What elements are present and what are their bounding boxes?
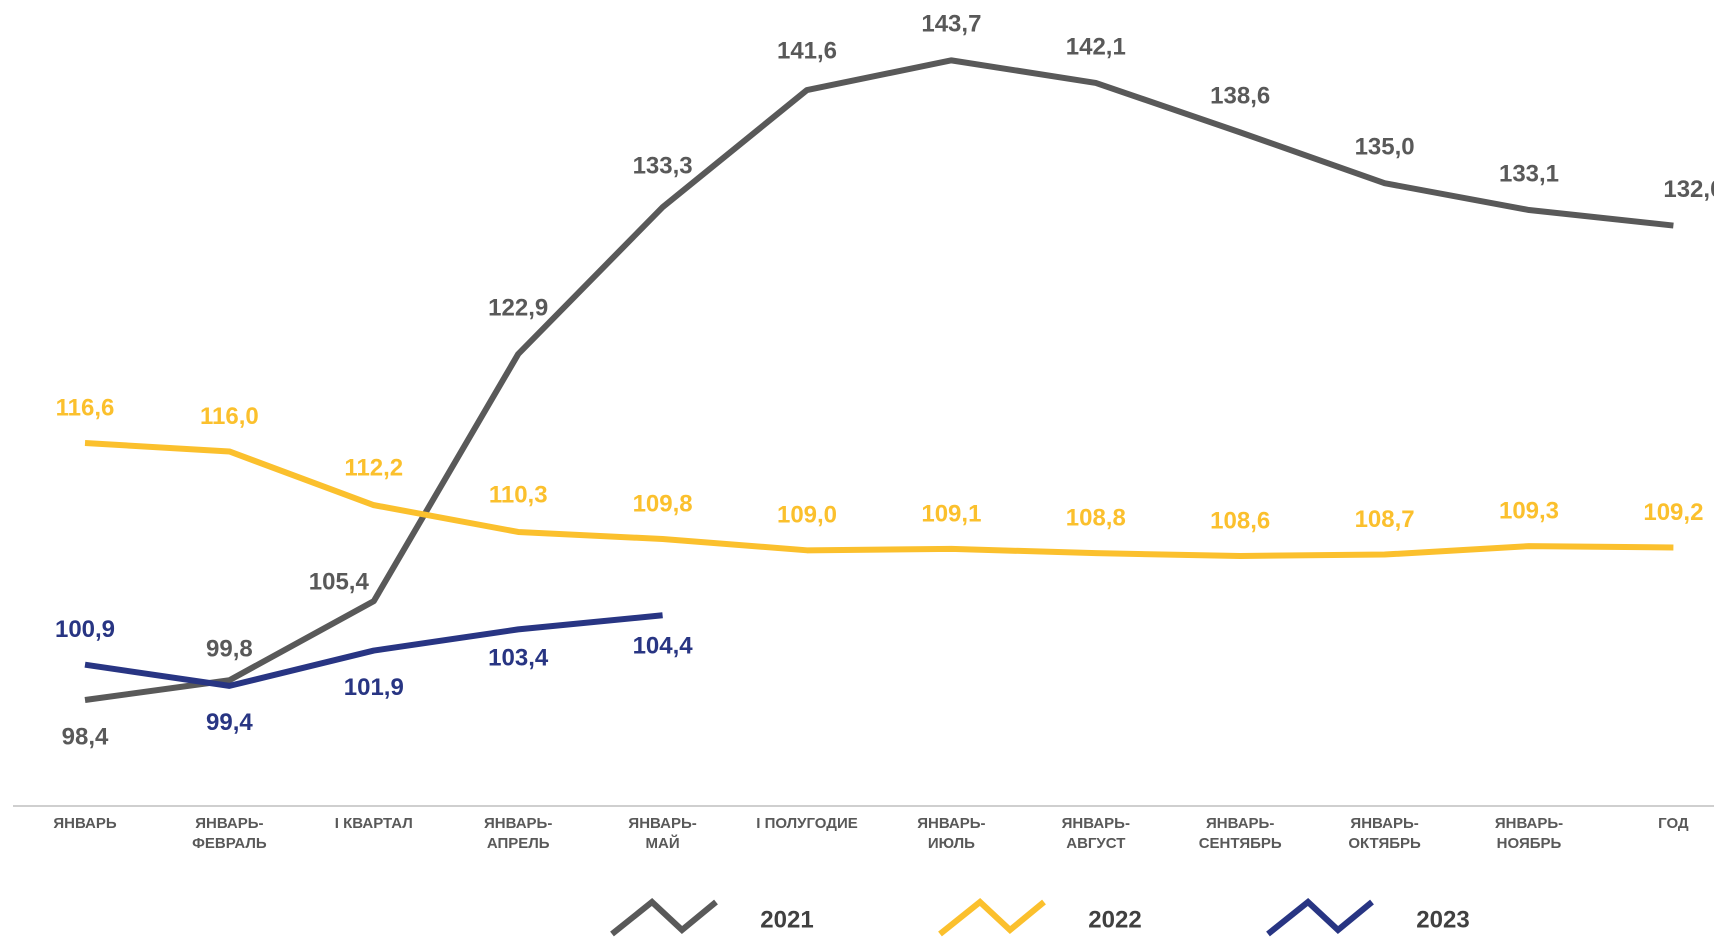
- legend-label: 2023: [1416, 906, 1469, 933]
- data-label: 143,7: [921, 11, 981, 38]
- data-label: 109,8: [633, 490, 693, 517]
- x-tick-label: ЯНВАРЬ- АВГУСТ: [1061, 815, 1130, 852]
- data-label: 99,8: [206, 636, 253, 663]
- data-label: 108,6: [1210, 507, 1270, 534]
- data-label: 133,1: [1499, 160, 1559, 187]
- data-label: 110,3: [489, 481, 548, 508]
- data-label: 98,4: [62, 723, 109, 750]
- legend-label: 2022: [1088, 906, 1141, 933]
- data-label: 116,6: [56, 394, 115, 421]
- data-label: 101,9: [344, 674, 404, 701]
- data-label: 108,8: [1066, 504, 1126, 531]
- x-tick-label: ЯНВАРЬ- СЕНТЯБРЬ: [1198, 815, 1282, 852]
- series-line: [84, 440, 1674, 559]
- x-tick-label: ЯНВАРЬ- ОКТЯБРЬ: [1348, 815, 1421, 852]
- data-label: 103,4: [488, 645, 549, 672]
- data-label: 109,0: [777, 502, 837, 529]
- x-tick-label: I ПОЛУГОДИЕ: [756, 815, 858, 832]
- x-tick-label: ЯНВАРЬ- ИЮЛЬ: [917, 815, 986, 852]
- x-tick-label: ЯНВАРЬ- НОЯБРЬ: [1494, 815, 1564, 852]
- x-tick-label: ЯНВАРЬ- АПРЕЛЬ: [484, 815, 553, 852]
- series-line: [84, 57, 1674, 703]
- data-label: 138,6: [1210, 83, 1270, 110]
- data-label: 141,6: [777, 37, 837, 64]
- x-tick-label: ЯНВАРЬ- МАЙ: [628, 815, 697, 852]
- x-tick-label: ЯНВАРЬ: [53, 815, 117, 832]
- legend-swatch: [1266, 898, 1374, 937]
- data-label: 99,4: [206, 709, 253, 736]
- data-label: 109,3: [1499, 497, 1559, 524]
- data-label: 122,9: [488, 294, 548, 321]
- x-tick-label: ЯНВАРЬ- ФЕВРАЛЬ: [192, 815, 267, 852]
- data-label: 116,0: [200, 403, 259, 430]
- x-tick-label: I КВАРТАЛ: [334, 815, 413, 832]
- legend-swatch: [938, 898, 1046, 937]
- legend-label: 2021: [760, 906, 813, 933]
- data-label: 142,1: [1066, 33, 1126, 60]
- data-label: 132,0: [1663, 176, 1714, 203]
- legend-swatch: [610, 898, 718, 937]
- data-label: 109,1: [921, 500, 981, 527]
- data-label: 105,4: [309, 568, 370, 595]
- x-tick-label: ГОД: [1658, 815, 1689, 832]
- data-label: 133,3: [633, 153, 693, 180]
- data-label: 104,4: [633, 633, 694, 660]
- data-label: 112,2: [344, 454, 403, 481]
- data-label: 109,2: [1643, 499, 1703, 526]
- data-label: 108,7: [1355, 506, 1415, 533]
- series-line: [84, 612, 663, 689]
- data-label: 135,0: [1355, 134, 1415, 161]
- data-label: 100,9: [55, 616, 115, 643]
